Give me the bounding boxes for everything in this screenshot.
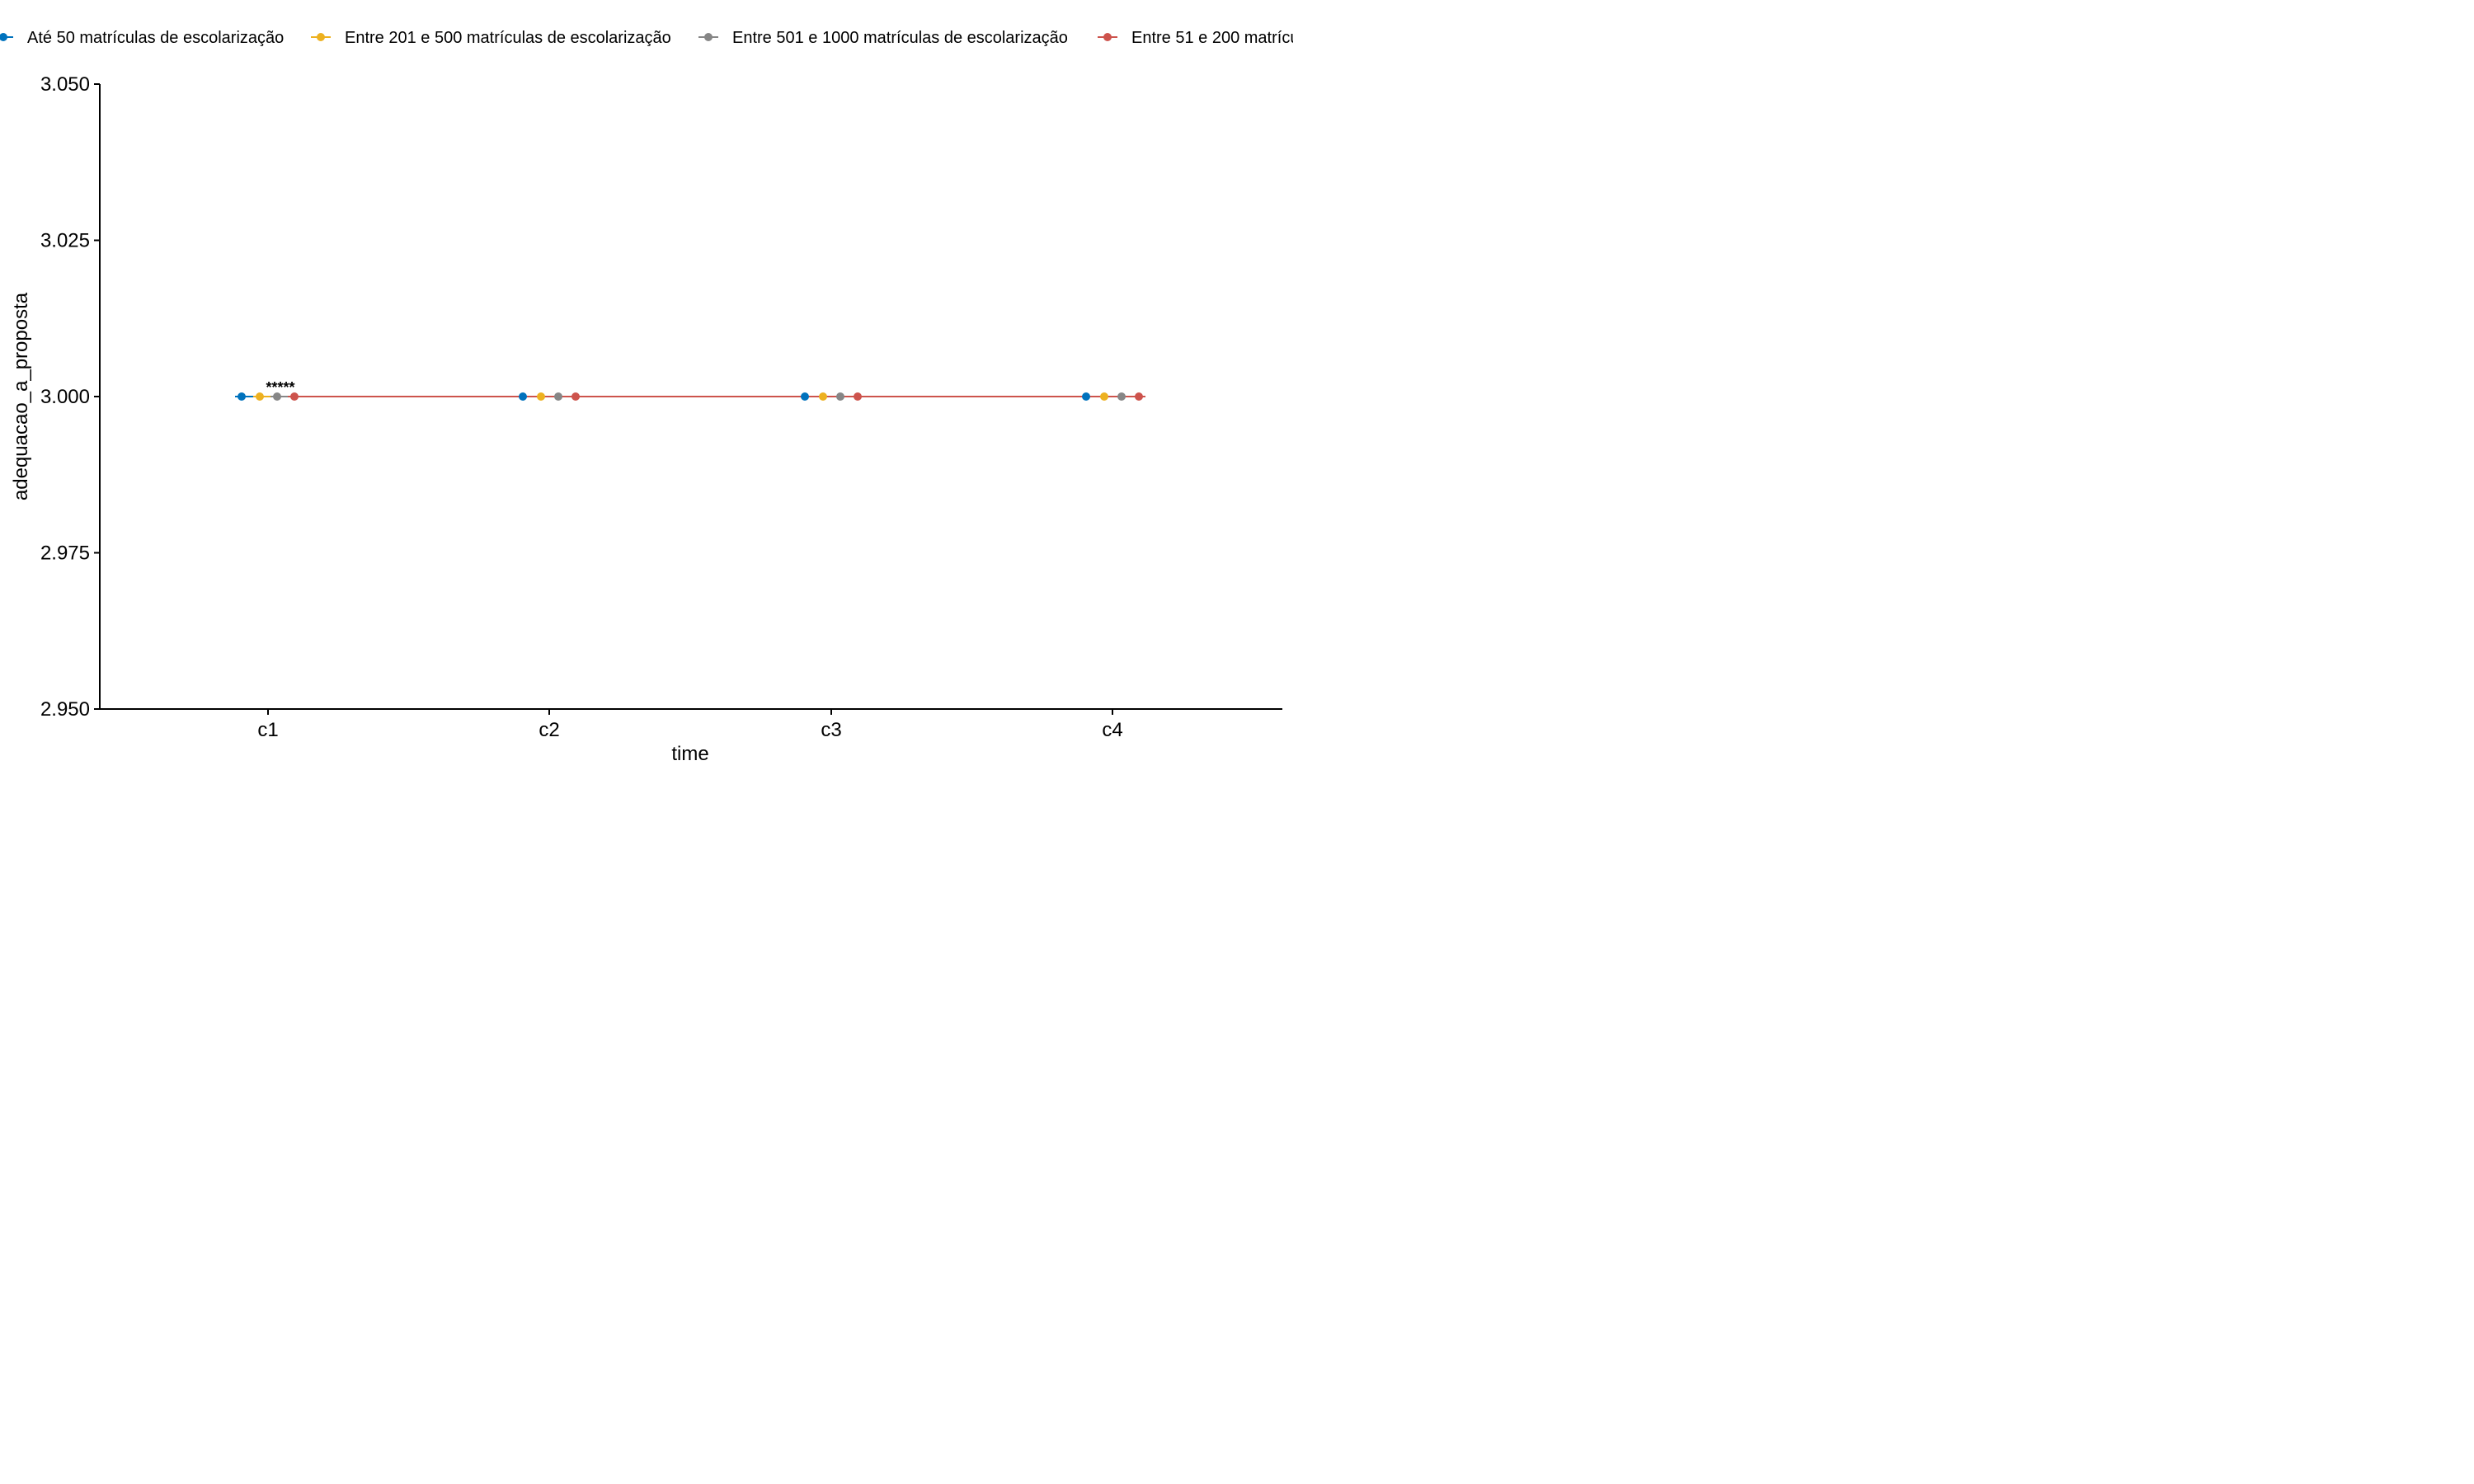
y-axis-title: adequacao_a_proposta xyxy=(10,292,32,500)
legend-key-point xyxy=(0,33,7,41)
data-point xyxy=(256,392,264,401)
legend-key-point xyxy=(317,33,325,41)
data-point xyxy=(554,392,562,401)
data-point xyxy=(537,392,545,401)
data-point xyxy=(238,392,246,401)
data-point xyxy=(819,392,827,401)
data-point xyxy=(836,392,844,401)
x-tick-label: c2 xyxy=(539,719,559,741)
data-point xyxy=(1117,392,1126,401)
legend-label: Até 50 matrículas de escolarização xyxy=(27,29,284,47)
legend-label: Entre 501 e 1000 matrículas de escolariz… xyxy=(732,29,1068,47)
data-point xyxy=(290,392,299,401)
legend-item: Entre 201 e 500 matrículas de escolariza… xyxy=(311,29,671,47)
legend-key-point xyxy=(704,33,713,41)
data-point xyxy=(854,392,862,401)
y-tick-label: 2.975 xyxy=(40,542,90,565)
x-tick-label: c1 xyxy=(257,719,278,741)
data-point xyxy=(519,392,527,401)
legend-item: Até 50 matrículas de escolarização xyxy=(0,29,284,47)
significance-annotation: ***** xyxy=(266,379,294,396)
data-point xyxy=(1135,392,1143,401)
y-tick-label: 3.050 xyxy=(40,73,90,96)
data-point xyxy=(1100,392,1108,401)
data-point xyxy=(1082,392,1090,401)
legend-item: Entre 501 e 1000 matrículas de escolariz… xyxy=(698,29,1068,47)
chart: Até 50 matrículas de escolarização Entre … xyxy=(0,29,1293,765)
legend-key-point xyxy=(1103,33,1112,41)
y-tick-label: 3.025 xyxy=(40,230,90,252)
data-point xyxy=(571,392,580,401)
data-point xyxy=(273,392,281,401)
x-tick-label: c4 xyxy=(1102,719,1122,741)
x-axis-title: time xyxy=(671,743,708,765)
y-tick-label: 3.000 xyxy=(40,386,90,408)
y-tick-label: 2.950 xyxy=(40,698,90,721)
legend-label: Entre 51 e 200 matrículas de escolarizaç… xyxy=(1131,29,1293,47)
plot-area: ***** xyxy=(235,379,1145,401)
legend: Até 50 matrículas de escolarização Entre … xyxy=(0,29,1293,47)
axes: 2.950 2.975 3.000 3.025 3.050 c1 c2 c3 c4 xyxy=(40,73,1282,741)
x-tick-label: c3 xyxy=(821,719,841,741)
data-point xyxy=(801,392,809,401)
legend-item: Entre 51 e 200 matrículas de escolarizaç… xyxy=(1098,29,1293,47)
legend-label: Entre 201 e 500 matrículas de escolariza… xyxy=(345,29,671,47)
